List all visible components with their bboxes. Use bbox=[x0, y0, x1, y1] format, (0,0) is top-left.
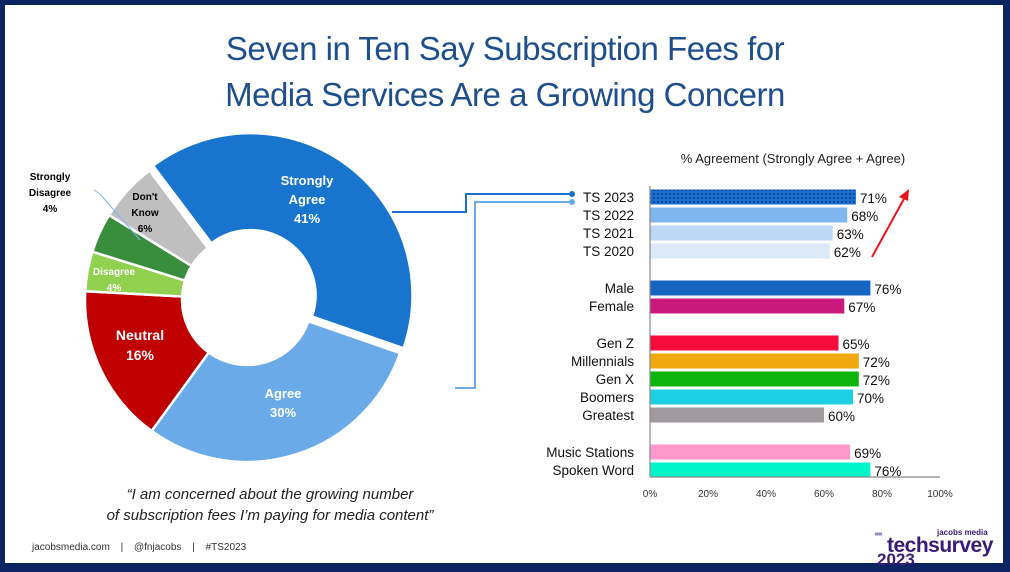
footer: jacobsmedia.com | @fnjacobs | #TS2023 bbox=[32, 542, 254, 553]
footer-sep: | bbox=[120, 542, 124, 553]
bar-category-label: Gen X bbox=[596, 372, 634, 387]
title-line-2: Media Services Are a Growing Concern bbox=[225, 76, 785, 113]
bar-value-label: 69% bbox=[854, 446, 881, 461]
footer-sep: | bbox=[192, 542, 195, 553]
bar-ts-2022 bbox=[650, 207, 848, 223]
bar-value-label: 72% bbox=[863, 373, 890, 388]
donut-label: Disagree bbox=[29, 188, 72, 199]
bar-greatest bbox=[650, 407, 824, 423]
bar-ts-2020 bbox=[650, 243, 830, 259]
bar-category-label: TS 2021 bbox=[583, 226, 634, 241]
bar-millennials bbox=[650, 353, 859, 369]
donut-label: 41% bbox=[294, 211, 320, 226]
donut-label: Neutral bbox=[116, 327, 164, 343]
bar-category-label: TS 2022 bbox=[583, 208, 634, 223]
x-tick-label: 0% bbox=[643, 489, 658, 500]
donut-chart: Strongly Agree 41% Agree 30% Neutral 16% Disagr… bbox=[29, 131, 414, 464]
bar-value-label: 68% bbox=[851, 209, 878, 224]
bar-category-label: TS 2020 bbox=[583, 244, 634, 259]
bar-female bbox=[650, 298, 845, 314]
donut-slice-strongly-agree bbox=[151, 131, 414, 350]
title-line-1: Seven in Ten Say Subscription Fees for bbox=[225, 30, 785, 67]
trend-arrow-icon bbox=[871, 196, 906, 258]
quote-line-1: “I am concerned about the growing number bbox=[126, 486, 414, 503]
connector-lines bbox=[392, 191, 575, 389]
bar-male bbox=[650, 280, 871, 296]
bar-category-label: Boomers bbox=[580, 390, 634, 405]
bar-value-label: 63% bbox=[837, 227, 864, 242]
leader-line bbox=[93, 189, 141, 241]
bar-music-stations bbox=[650, 444, 851, 460]
bar-ts-2021 bbox=[650, 225, 833, 241]
donut-label: Disagree bbox=[93, 267, 136, 278]
bar-value-label: 65% bbox=[843, 337, 870, 352]
donut-label: 4% bbox=[43, 204, 58, 215]
donut-slice-don-t-know bbox=[107, 168, 210, 268]
donut-label: 30% bbox=[270, 405, 296, 420]
quote-line-2: of subscription fees I’m paying for medi… bbox=[106, 507, 434, 524]
x-tick-label: 60% bbox=[814, 489, 834, 500]
bar-category-label: TS 2023 bbox=[583, 190, 634, 205]
bar-ts-2023 bbox=[650, 189, 856, 205]
bar-category-label: Music Stations bbox=[546, 445, 634, 460]
donut-label: 16% bbox=[126, 347, 155, 363]
x-tick-label: 100% bbox=[927, 489, 953, 500]
footer-website: jacobsmedia.com bbox=[32, 542, 110, 553]
bar-category-label: Greatest bbox=[582, 408, 634, 423]
bar-value-label: 62% bbox=[834, 245, 861, 260]
bar-spoken-word bbox=[650, 462, 871, 478]
donut-label: Agree bbox=[289, 192, 326, 207]
donut-label: 6% bbox=[138, 224, 153, 235]
bar-category-label: Female bbox=[589, 299, 634, 314]
logo-lines-icon: ═ bbox=[875, 529, 883, 540]
logo-main-text: techsurvey bbox=[887, 534, 993, 557]
bar-category-label: Gen Z bbox=[596, 336, 634, 351]
bar-gen-z bbox=[650, 335, 839, 351]
donut-slice-neutral bbox=[83, 289, 211, 433]
footer-twitter: @fnjacobs bbox=[133, 542, 182, 553]
techsurvey-logo: jacobs media ═ techsurvey 2023 bbox=[875, 528, 1005, 569]
bar-chart-title: % Agreement (Strongly Agree + Agree) bbox=[681, 151, 905, 166]
bar-value-label: 76% bbox=[874, 282, 901, 297]
bar-value-label: 67% bbox=[848, 300, 875, 315]
logo-year: 2023 bbox=[877, 550, 915, 569]
connector-dot bbox=[569, 199, 575, 205]
bar-gen-x bbox=[650, 371, 859, 387]
bar-value-label: 70% bbox=[857, 391, 884, 406]
x-tick-label: 80% bbox=[872, 489, 892, 500]
donut-label: Don't bbox=[132, 192, 158, 203]
bar-chart: % Agreement (Strongly Agree + Agree) TS 2… bbox=[546, 151, 953, 500]
bar-category-label: Male bbox=[605, 281, 634, 296]
bar-boomers bbox=[650, 389, 853, 405]
donut-label: Know bbox=[131, 208, 158, 219]
bar-value-label: 72% bbox=[863, 355, 890, 370]
connector-agree bbox=[455, 201, 572, 389]
arrow-head-icon bbox=[899, 189, 909, 201]
x-tick-label: 40% bbox=[756, 489, 776, 500]
bar-category-label: Spoken Word bbox=[552, 463, 634, 478]
donut-slice-agree bbox=[149, 319, 402, 464]
connector-strongly-agree bbox=[392, 193, 572, 213]
bar-value-label: 76% bbox=[874, 464, 901, 479]
donut-label: Strongly bbox=[30, 172, 71, 183]
logo-small-text: jacobs media bbox=[937, 528, 988, 537]
donut-label: 4% bbox=[107, 283, 122, 294]
donut-label: Agree bbox=[265, 386, 302, 401]
bar-category-label: Millennials bbox=[571, 354, 634, 369]
bar-value-label: 71% bbox=[860, 191, 887, 206]
connector-dot bbox=[569, 191, 575, 197]
x-tick-label: 20% bbox=[698, 489, 718, 500]
footer-hashtag: #TS2023 bbox=[205, 542, 247, 553]
donut-label: Strongly bbox=[281, 173, 334, 188]
bar-value-label: 60% bbox=[828, 409, 855, 424]
